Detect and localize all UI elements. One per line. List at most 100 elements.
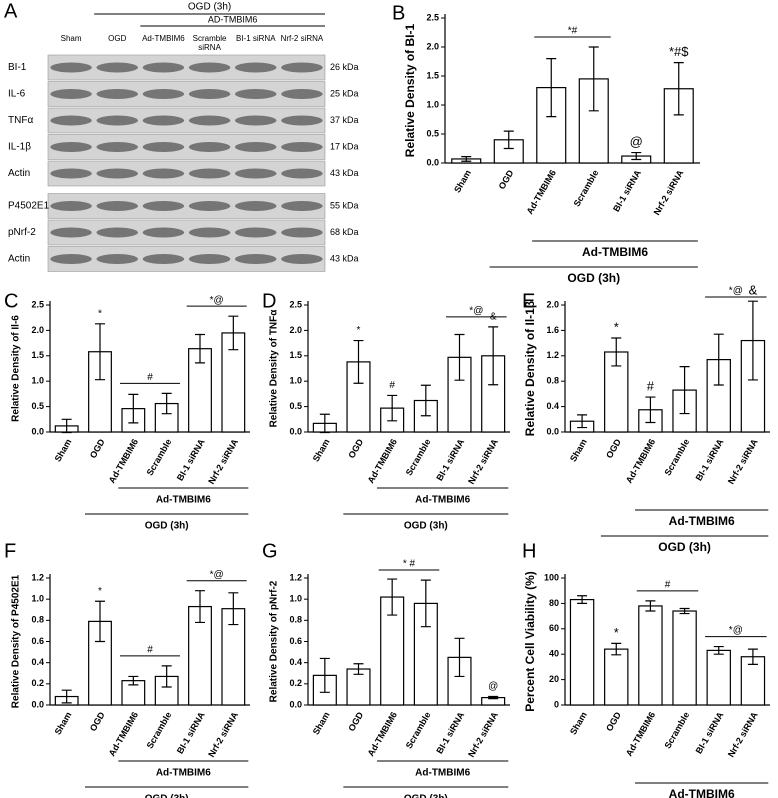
blot-band [142, 115, 185, 126]
error-bar [679, 607, 690, 615]
y-axis-label: Relative Density of Il-1β [523, 301, 537, 436]
annotation: * [98, 586, 102, 597]
annotation: * [614, 319, 619, 334]
y-tick-label: 2.5 [426, 12, 439, 22]
group-label: OGD (3h) [145, 521, 189, 532]
y-tick-label: 1.0 [289, 594, 302, 604]
blot-band [188, 254, 231, 264]
blot-strip [47, 81, 326, 107]
x-tick-label: Ad-TMBIM6 [525, 168, 558, 216]
header: OGD (3h) [188, 2, 231, 13]
error-bar [454, 333, 465, 381]
blot-band [50, 89, 92, 99]
y-tick-label: 0.0 [289, 426, 302, 436]
y-tick-label: 2.0 [546, 299, 559, 309]
blot-band [96, 62, 139, 73]
x-tick-label: Sham [568, 710, 589, 736]
row-size: 43 kDa [330, 253, 359, 263]
group-label: Ad-TMBIM6 [415, 768, 470, 779]
y-tick-label: 1.5 [426, 70, 439, 80]
panel-letter: E [522, 290, 535, 312]
blot-band [50, 62, 92, 73]
y-axis-label: Percent Cell Viability (%) [523, 571, 537, 712]
error-bar [319, 657, 330, 693]
error-bar [577, 414, 588, 429]
annotation: *@ [210, 295, 224, 306]
bar [569, 598, 595, 706]
panel-letter: G [262, 540, 278, 562]
y-tick-label: 1.2 [289, 572, 302, 582]
y-axis-label: Relative Density of Il-6 [11, 315, 22, 422]
x-tick-label: BI-1 siRNA [694, 710, 726, 756]
y-tick-label: 1.6 [546, 325, 559, 335]
panel-letter: H [522, 540, 536, 562]
blot-band [96, 115, 139, 126]
annotation: * [357, 325, 361, 336]
blot-band [281, 89, 323, 99]
x-tick-label: BI-1 siRNA [434, 437, 466, 483]
blot-band [234, 201, 277, 211]
blot-band [142, 201, 185, 211]
blot-band [281, 201, 323, 211]
row-label: TNFα [8, 115, 33, 126]
x-tick-label: BI-1 siRNA [175, 710, 207, 756]
y-tick-label: 0.8 [289, 615, 302, 625]
y-tick-label: 0.0 [546, 426, 559, 436]
error-bar [420, 384, 431, 417]
error-bar [420, 579, 431, 628]
blot-strip [47, 54, 326, 81]
row-label: IL-6 [8, 89, 26, 100]
y-tick-label: 2.0 [31, 325, 44, 335]
x-tick-label: Nrf-2 siRNA [726, 437, 760, 486]
blot-strip [47, 107, 326, 134]
x-tick-label: Scramble [404, 710, 433, 750]
error-bar [713, 645, 724, 655]
bar [663, 88, 694, 164]
annotation: *#$ [669, 44, 689, 59]
y-axis-label: Relative Density of BI-1 [403, 23, 417, 157]
error-bar [195, 333, 205, 364]
lane-label: OGD [108, 34, 127, 43]
panel-letter: A [4, 0, 18, 22]
blot-band [96, 168, 139, 179]
error-bar [95, 600, 105, 643]
x-tick-label: Scramble [145, 437, 174, 477]
annotation: @ [630, 134, 643, 149]
y-tick-label: 0.4 [546, 401, 559, 411]
row-size: 37 kDa [330, 115, 359, 125]
error-bar [713, 333, 724, 386]
error-bar [611, 337, 622, 367]
annotation: # [389, 380, 395, 391]
y-tick-label: 1.2 [546, 350, 559, 360]
y-tick-label: 0.2 [31, 678, 44, 688]
y-tick-label: 1.0 [31, 376, 44, 386]
group-label: Ad-TMBIM6 [669, 787, 735, 798]
row-size: 43 kDa [330, 168, 359, 178]
group-label: Ad-TMBIM6 [415, 495, 470, 506]
x-tick-label: Nrf-2 siRNA [206, 437, 240, 486]
error-bar [747, 300, 758, 381]
annotation: * # [403, 559, 416, 570]
blot-band [281, 168, 323, 179]
row-label: pNrf-2 [8, 227, 36, 238]
x-tick-label: Nrf-2 siRNA [206, 710, 240, 759]
blot-band [281, 227, 323, 238]
row-label: BI-1 [8, 62, 27, 73]
x-tick-label: Scramble [662, 710, 691, 750]
row-size: 25 kDa [330, 88, 359, 98]
group-label: OGD (3h) [145, 794, 189, 798]
blot-band [234, 168, 277, 179]
blot-band [50, 142, 92, 152]
y-tick-label: 0.5 [31, 401, 44, 411]
error-bar [488, 695, 499, 700]
x-tick-label: Sham [53, 710, 74, 736]
error-bar [228, 315, 239, 351]
x-tick-label: Sham [568, 437, 589, 463]
x-tick-label: Sham [53, 437, 74, 463]
blot-band [281, 62, 323, 73]
error-bar [387, 394, 398, 422]
lane-label: Sham [60, 34, 82, 43]
blot-band [96, 142, 139, 152]
x-tick-label: Sham [311, 437, 332, 463]
